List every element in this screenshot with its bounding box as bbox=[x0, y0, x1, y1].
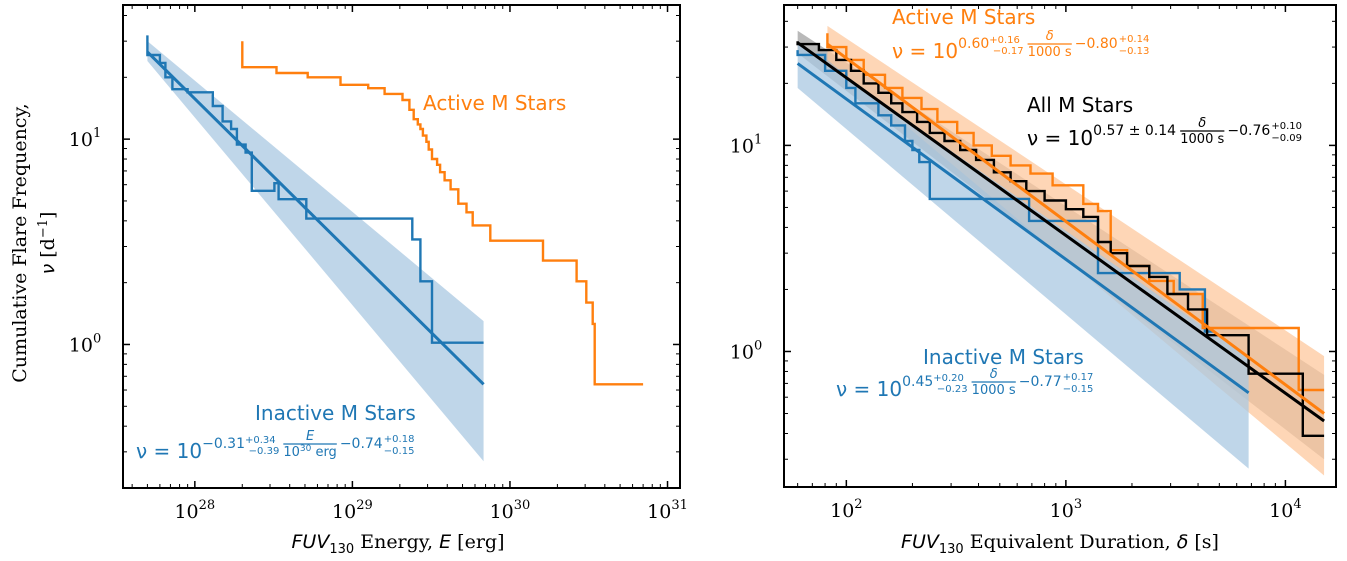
band-inactive-m-stars-band bbox=[797, 44, 1249, 469]
equation-text: ν = 100.57 ± 0.14 bbox=[1027, 123, 1176, 150]
y-tick-label: 101 bbox=[69, 126, 101, 151]
x-tick-label: 102 bbox=[830, 497, 862, 522]
equation-fraction-denominator: 1000 s bbox=[1180, 132, 1224, 147]
left-bands bbox=[147, 41, 484, 462]
left-xlabel: FUV130 Energy, E [erg] bbox=[292, 531, 505, 557]
step-line-all-m-stars bbox=[796, 41, 1325, 437]
x-tick-label: 1031 bbox=[647, 498, 688, 523]
equation-fraction-denominator: 1000 s bbox=[1028, 45, 1072, 60]
right-inactive-label: Inactive M Stars bbox=[923, 345, 1084, 369]
left-panel: 1028 1029 1030 1031 100 101 Cumulative Flare … bbox=[9, 4, 688, 557]
x-tick-label: 1030 bbox=[490, 498, 531, 523]
right-ticks: 102 103 104 100 101 bbox=[730, 5, 1336, 522]
fit-line-inactive-fit bbox=[796, 62, 1250, 395]
equation-exponent-offset: −0.76 bbox=[1227, 123, 1270, 139]
equation-text: ν = 100.60+0.16 −0.17 bbox=[892, 35, 1024, 63]
equation-fraction-numerator: δ bbox=[1046, 29, 1054, 44]
x-tick-label: 104 bbox=[1269, 497, 1301, 522]
equation-fraction-denominator: 1030 erg bbox=[283, 444, 337, 460]
equation-exponent-offset-upper: +0.17 bbox=[1063, 372, 1094, 383]
right-all-label: All M Stars bbox=[1027, 93, 1133, 117]
right-active-label: Active M Stars bbox=[892, 5, 1035, 29]
fit-line-active-fit bbox=[826, 42, 1325, 415]
y-tick-label: 101 bbox=[730, 132, 762, 157]
equation-fraction-numerator: δ bbox=[990, 367, 998, 382]
equation-text: ν = 100.45+0.20 −0.23 bbox=[836, 373, 968, 401]
equation-exponent-offset-lower: −0.13 bbox=[1119, 46, 1150, 57]
y-tick-label: 100 bbox=[69, 331, 101, 356]
equation-fraction-numerator: δ bbox=[1198, 116, 1206, 131]
equation-exponent-offset-lower: −0.09 bbox=[1271, 133, 1302, 144]
left-ticks: 1028 1029 1030 1031 100 101 bbox=[69, 5, 688, 523]
fit-line-all-fit bbox=[796, 41, 1325, 423]
step-line-inactive-m-stars bbox=[796, 50, 1214, 333]
left-inactive-label: Inactive M Stars bbox=[255, 401, 416, 425]
x-tick-label: 103 bbox=[1050, 497, 1082, 522]
equation-exponent-offset-lower: −0.15 bbox=[384, 446, 415, 457]
left-active-label: Active M Stars bbox=[423, 91, 566, 115]
equation-text: ν = 10−0.31+0.34 −0.39 bbox=[136, 435, 279, 463]
equation-exponent-offset: −0.74 bbox=[340, 436, 383, 452]
equation-fraction-denominator: 1000 s bbox=[972, 383, 1016, 398]
left-ylabel: Cumulative Flare Frequency, bbox=[9, 103, 31, 382]
right-plot-frame bbox=[783, 4, 1337, 488]
equation-exponent-offset: −0.77 bbox=[1019, 374, 1062, 390]
right-panel: 102 103 104 100 101 FUV130 Equivalent Durati… bbox=[730, 4, 1337, 557]
x-tick-label: 1028 bbox=[174, 498, 215, 523]
equation-exponent-offset-upper: +0.18 bbox=[384, 434, 415, 445]
left-ylabel-units: ν [d−1] bbox=[36, 212, 59, 275]
band-inactive-uncertainty bbox=[147, 41, 484, 462]
equation-exponent-offset-upper: +0.14 bbox=[1119, 34, 1150, 45]
right-xlabel: FUV130 Equivalent Duration, δ [s] bbox=[901, 531, 1219, 557]
y-tick-label: 100 bbox=[730, 338, 762, 363]
step-line-active-m-stars bbox=[241, 41, 644, 386]
equation-exponent-offset-upper: +0.10 bbox=[1271, 121, 1302, 132]
right-series bbox=[796, 33, 1325, 437]
fit-line-inactive-fit bbox=[146, 50, 485, 386]
x-tick-label: 1029 bbox=[332, 498, 373, 523]
equation-exponent-offset-lower: −0.15 bbox=[1063, 384, 1094, 395]
equation-exponent-offset: −0.80 bbox=[1075, 36, 1118, 52]
left-series bbox=[146, 35, 644, 386]
equation-fraction-numerator: E bbox=[306, 429, 315, 444]
